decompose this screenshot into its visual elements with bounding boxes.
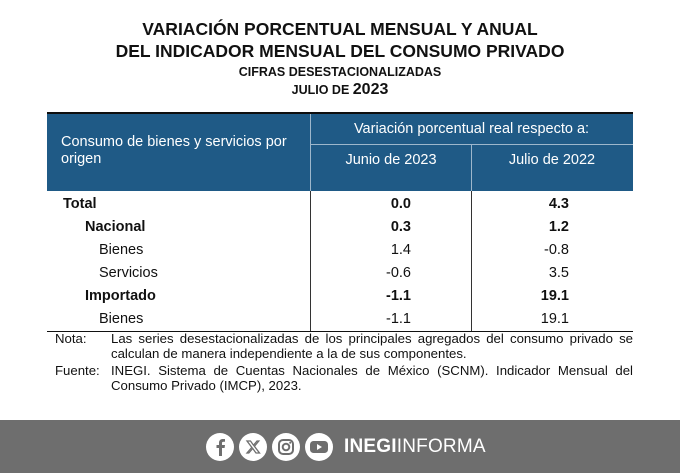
row-value-june: -0.6 <box>386 265 411 281</box>
note-text: Las series desestacionalizadas de los pr… <box>111 331 633 361</box>
table-row: Servicios -0.6 3.5 <box>47 262 633 285</box>
footer-bar: INEGIINFORMA <box>0 420 680 473</box>
row-value-july: 19.1 <box>540 311 569 327</box>
row-value-july: 3.5 <box>548 265 569 281</box>
brand-logo: INEGIINFORMA <box>344 434 486 460</box>
row-label: Nacional <box>85 219 146 235</box>
row-label: Bienes <box>99 242 144 258</box>
source-text: INEGI. Sistema de Cuentas Nacionales de … <box>111 363 633 393</box>
row-value-july: 19.1 <box>540 288 569 304</box>
source-tag: Fuente: <box>55 363 100 378</box>
table-row: Bienes -1.1 19.1 <box>47 308 633 331</box>
row-value-july: -0.8 <box>544 242 569 258</box>
table-body: Total 0.0 4.3 Nacional 0.3 1.2 Bienes 1.… <box>47 191 633 332</box>
period-prefix: JULIO DE <box>291 83 353 97</box>
facebook-icon[interactable] <box>206 433 234 461</box>
header-origin: Consumo de bienes y servicios por origen <box>61 134 287 167</box>
note-fuente: Fuente: INEGI. Sistema de Cuentas Nacion… <box>55 363 633 393</box>
youtube-icon[interactable] <box>305 433 333 461</box>
period-year: 2023 <box>352 81 389 98</box>
table-row: Nacional 0.3 1.2 <box>47 216 633 239</box>
row-label: Bienes <box>99 311 144 327</box>
social-icons <box>206 433 333 461</box>
row-value-june: 0.3 <box>390 219 411 235</box>
table-row: Total 0.0 4.3 <box>47 193 633 216</box>
header-divider <box>471 144 472 191</box>
header-col-june: Junio de 2023 <box>345 152 437 168</box>
header-variation: Variación porcentual real respecto a: <box>353 121 590 137</box>
row-label: Total <box>63 196 97 212</box>
header-col-july: Julio de 2022 <box>508 152 596 168</box>
header-divider <box>310 114 311 191</box>
x-icon[interactable] <box>239 433 267 461</box>
note-tag: Nota: <box>55 331 87 346</box>
row-value-june: 0.0 <box>390 196 411 212</box>
title-line-2: DEL INDICADOR MENSUAL DEL CONSUMO PRIVAD… <box>115 41 565 61</box>
row-value-june: -1.1 <box>386 288 411 304</box>
table-row: Importado -1.1 19.1 <box>47 285 633 308</box>
row-value-june: 1.4 <box>390 242 411 258</box>
row-value-july: 1.2 <box>548 219 569 235</box>
title-line-1: VARIACIÓN PORCENTUAL MENSUAL Y ANUAL <box>142 19 538 39</box>
title-block: VARIACIÓN PORCENTUAL MENSUAL Y ANUAL DEL… <box>0 18 680 99</box>
data-table: Consumo de bienes y servicios por origen… <box>47 112 633 332</box>
row-label: Importado <box>85 288 156 304</box>
row-value-july: 4.3 <box>548 196 569 212</box>
note-nota: Nota: Las series desestacionalizadas de … <box>55 331 633 361</box>
notes: Nota: Las series desestacionalizadas de … <box>55 331 633 393</box>
brand-rest: INFORMA <box>396 436 486 457</box>
brand-bold: INEGI <box>344 436 397 457</box>
table-header: Consumo de bienes y servicios por origen… <box>47 112 633 191</box>
column-divider <box>310 191 311 331</box>
row-value-june: -1.1 <box>386 311 411 327</box>
table-row: Bienes 1.4 -0.8 <box>47 239 633 262</box>
column-divider <box>471 191 472 331</box>
period: JULIO DE 2023 <box>0 81 680 99</box>
subtitle: CIFRAS DESESTACIONALIZADAS <box>238 65 442 79</box>
instagram-icon[interactable] <box>272 433 300 461</box>
row-label: Servicios <box>99 265 158 281</box>
